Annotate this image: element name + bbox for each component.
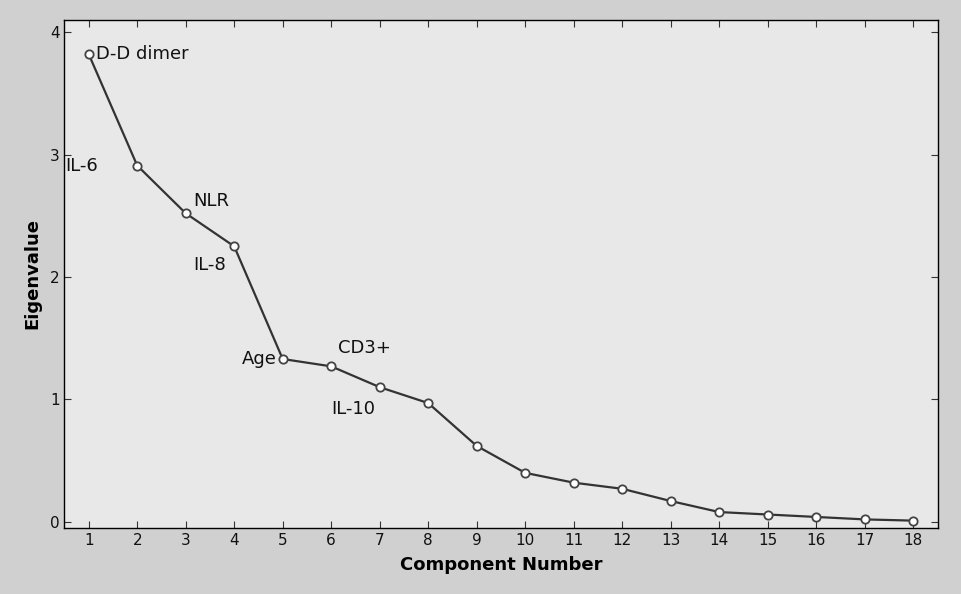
Text: Age: Age: [241, 350, 277, 368]
Text: IL-8: IL-8: [193, 256, 226, 274]
Text: CD3+: CD3+: [338, 339, 391, 357]
Text: D-D dimer: D-D dimer: [96, 45, 188, 63]
Text: IL-10: IL-10: [332, 400, 375, 418]
Text: IL-6: IL-6: [65, 157, 98, 175]
Text: NLR: NLR: [193, 192, 229, 210]
Y-axis label: Eigenvalue: Eigenvalue: [23, 219, 41, 330]
X-axis label: Component Number: Component Number: [400, 556, 603, 574]
